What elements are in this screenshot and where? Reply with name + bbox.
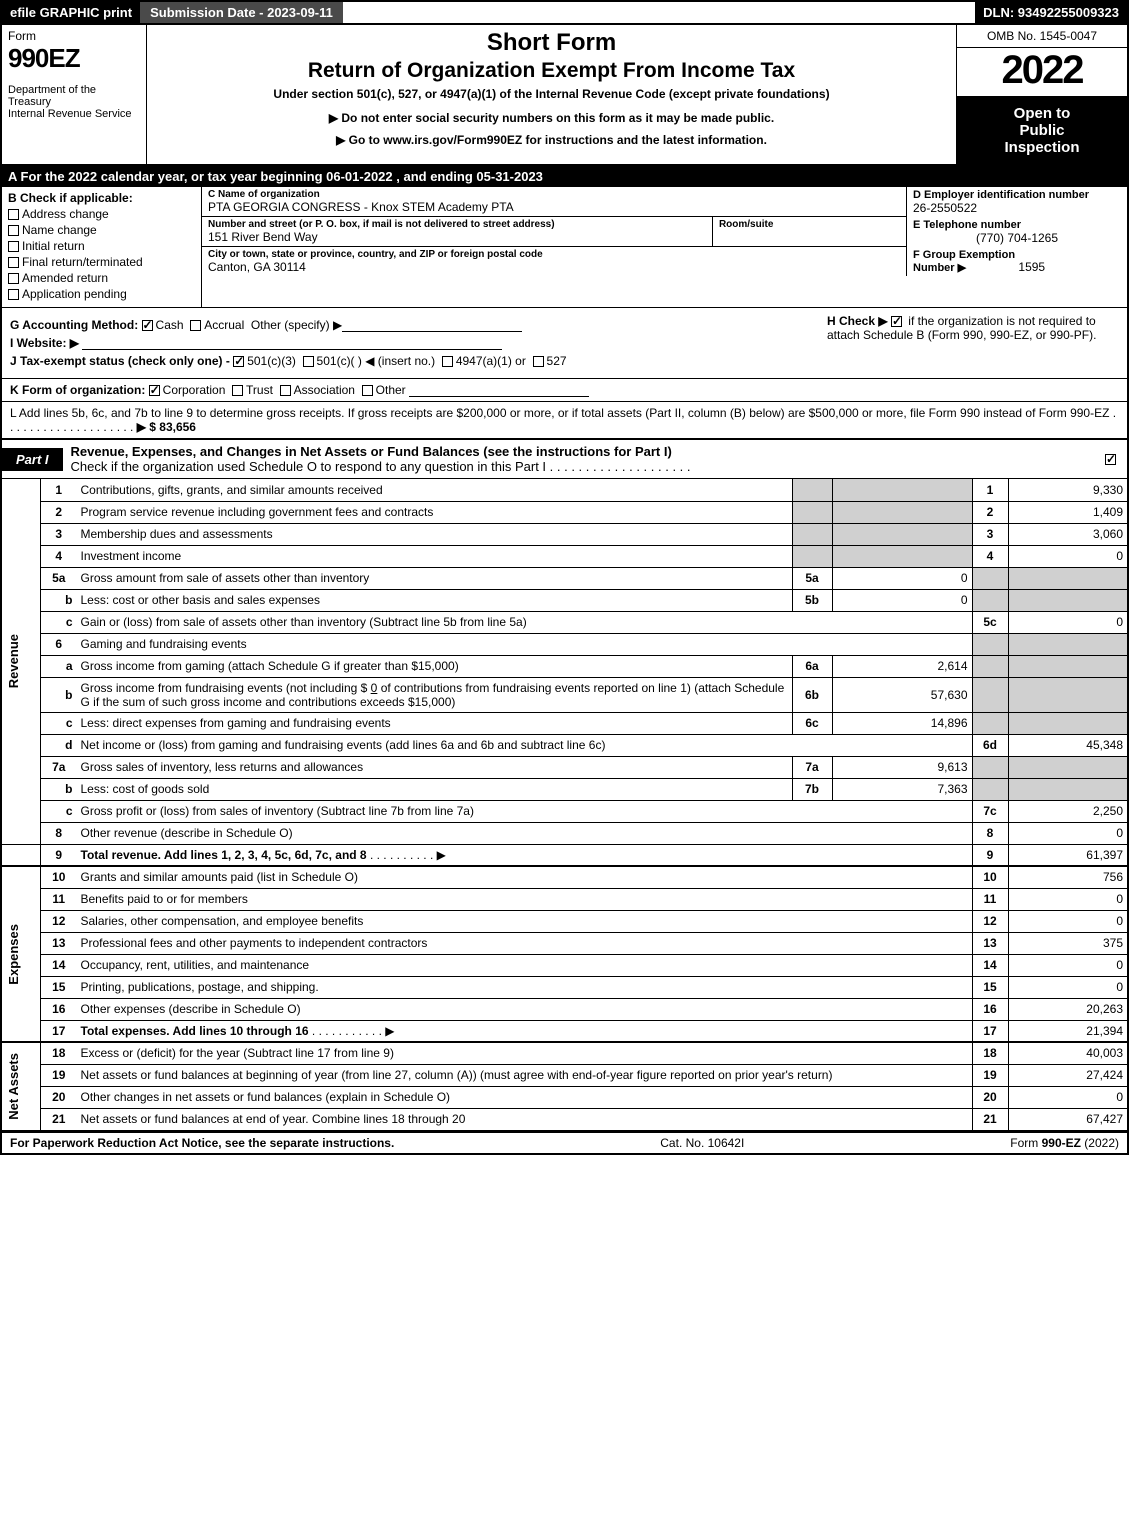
header-right: OMB No. 1545-0047 2022 Open to Public In… bbox=[957, 25, 1127, 164]
header-block: Form 990EZ Department of the Treasury In… bbox=[0, 25, 1129, 166]
chk-amended-return[interactable] bbox=[8, 273, 19, 284]
part1-lines-table: Revenue 1Contributions, gifts, grants, a… bbox=[0, 479, 1129, 1131]
chk-other[interactable] bbox=[362, 385, 373, 396]
chk-initial-return[interactable] bbox=[8, 241, 19, 252]
page-footer: For Paperwork Reduction Act Notice, see … bbox=[0, 1131, 1129, 1155]
return-title: Return of Organization Exempt From Incom… bbox=[155, 59, 948, 83]
submission-date: Submission Date - 2023-09-11 bbox=[140, 2, 343, 23]
row-a-tax-year: A For the 2022 calendar year, or tax yea… bbox=[0, 166, 1129, 187]
top-bar: efile GRAPHIC print Submission Date - 20… bbox=[0, 0, 1129, 25]
chk-cash[interactable] bbox=[142, 320, 153, 331]
chk-h[interactable] bbox=[891, 316, 902, 327]
j-tax-exempt: J Tax-exempt status (check only one) - 5… bbox=[10, 354, 819, 368]
chk-4947[interactable] bbox=[442, 356, 453, 367]
section-b: B Check if applicable: Address change Na… bbox=[2, 187, 202, 307]
d-ein: D Employer identification number 26-2550… bbox=[907, 187, 1127, 217]
chk-501c[interactable] bbox=[303, 356, 314, 367]
goto-url: ▶ Go to www.irs.gov/Form990EZ for instru… bbox=[155, 133, 948, 147]
c-room: Room/suite bbox=[713, 217, 907, 247]
form-number: 990EZ bbox=[8, 43, 140, 74]
footer-right: Form Form 990-EZ (2022)990-EZ (2022) bbox=[1010, 1136, 1119, 1150]
part1-tab: Part I bbox=[2, 448, 63, 471]
i-website: I Website: ▶ bbox=[10, 336, 819, 350]
f-group-exemption: F Group Exemption Number ▶ 1595 bbox=[907, 247, 1127, 276]
chk-association[interactable] bbox=[280, 385, 291, 396]
section-ghij: G Accounting Method: Cash Accrual Other … bbox=[0, 308, 1129, 379]
c-city: City or town, state or province, country… bbox=[202, 247, 907, 276]
chk-name-change[interactable] bbox=[8, 225, 19, 236]
dln: DLN: 93492255009323 bbox=[975, 2, 1127, 23]
row-k: K Form of organization: Corporation Trus… bbox=[0, 379, 1129, 402]
footer-center: Cat. No. 10642I bbox=[660, 1136, 744, 1150]
chk-corporation[interactable] bbox=[149, 385, 160, 396]
no-ssn-notice: ▶ Do not enter social security numbers o… bbox=[155, 111, 948, 125]
tax-year: 2022 bbox=[957, 48, 1127, 97]
dept: Department of the Treasury Internal Reve… bbox=[8, 84, 140, 120]
chk-trust[interactable] bbox=[232, 385, 243, 396]
section-cde: C Name of organization PTA GEORGIA CONGR… bbox=[202, 187, 1127, 307]
section-bcdef: B Check if applicable: Address change Na… bbox=[0, 187, 1129, 308]
footer-left: For Paperwork Reduction Act Notice, see … bbox=[10, 1136, 394, 1150]
website-input[interactable] bbox=[82, 336, 502, 350]
row-l: L Add lines 5b, 6c, and 7b to line 9 to … bbox=[0, 402, 1129, 440]
chk-accrual[interactable] bbox=[190, 320, 201, 331]
b-title: B Check if applicable: bbox=[8, 191, 195, 205]
chk-527[interactable] bbox=[533, 356, 544, 367]
under-section: Under section 501(c), 527, or 4947(a)(1)… bbox=[155, 87, 948, 101]
chk-final-return[interactable] bbox=[8, 257, 19, 268]
efile-print: efile GRAPHIC print bbox=[2, 2, 140, 23]
other-org-input[interactable] bbox=[409, 383, 589, 397]
chk-schedule-o[interactable] bbox=[1105, 454, 1116, 465]
e-phone: E Telephone number (770) 704-1265 bbox=[907, 217, 1127, 247]
header-center: Short Form Return of Organization Exempt… bbox=[147, 25, 957, 164]
chk-501c3[interactable] bbox=[233, 356, 244, 367]
chk-address-change[interactable] bbox=[8, 209, 19, 220]
short-form-title: Short Form bbox=[155, 29, 948, 57]
revenue-label: Revenue bbox=[6, 634, 21, 688]
open-public-inspection: Open to Public Inspection bbox=[957, 97, 1127, 164]
h-check: H Check ▶ if the organization is not req… bbox=[819, 314, 1119, 372]
g-accounting: G Accounting Method: Cash Accrual Other … bbox=[10, 318, 819, 332]
form-word: Form bbox=[8, 29, 140, 43]
part1-header: Part I Revenue, Expenses, and Changes in… bbox=[0, 440, 1129, 479]
c-street: Number and street (or P. O. box, if mail… bbox=[202, 217, 713, 247]
header-left: Form 990EZ Department of the Treasury In… bbox=[2, 25, 147, 164]
chk-application-pending[interactable] bbox=[8, 289, 19, 300]
part1-title: Revenue, Expenses, and Changes in Net As… bbox=[63, 440, 1097, 478]
expenses-label: Expenses bbox=[6, 924, 21, 985]
net-assets-label: Net Assets bbox=[6, 1053, 21, 1120]
omb-number: OMB No. 1545-0047 bbox=[957, 25, 1127, 48]
other-specify-input[interactable] bbox=[342, 318, 522, 332]
c-org-name: C Name of organization PTA GEORGIA CONGR… bbox=[202, 187, 907, 217]
